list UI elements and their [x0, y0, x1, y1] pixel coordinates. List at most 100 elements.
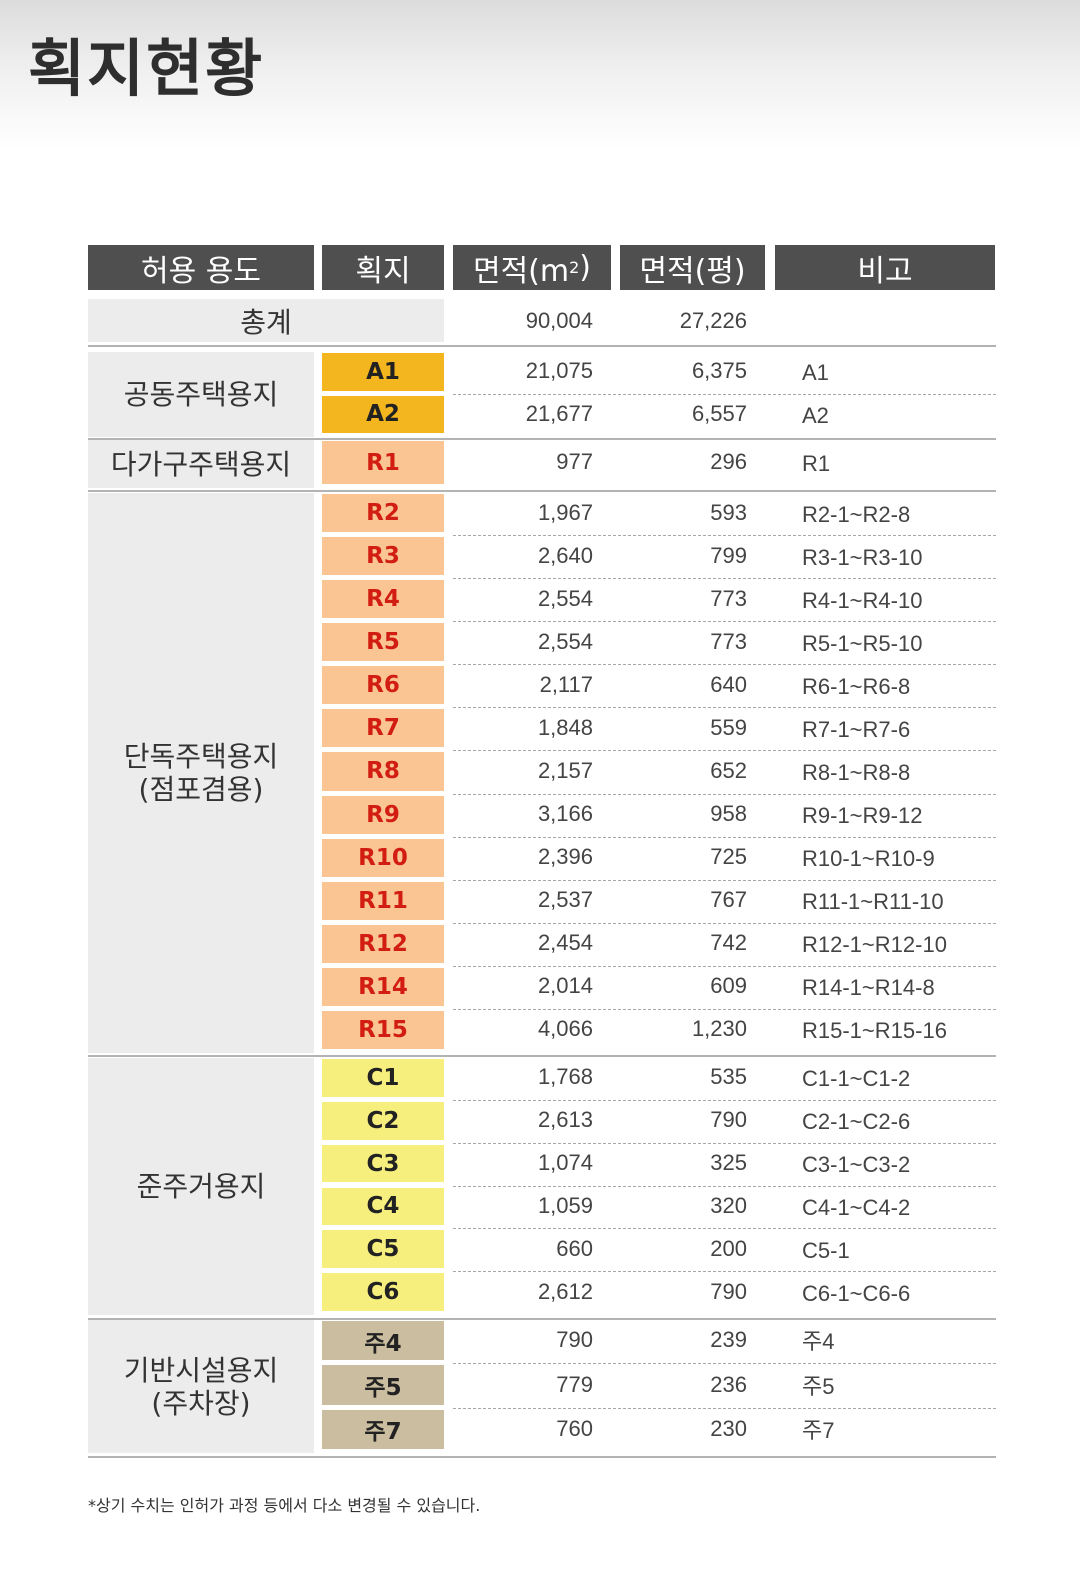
note-value: 주7	[802, 1417, 835, 1443]
note-value: C2-1~C2-6	[802, 1109, 911, 1135]
row-divider	[453, 1185, 996, 1187]
area-m2-value: 2,640	[537, 542, 593, 568]
total-area-m2: 90,004	[525, 308, 593, 333]
group-label: 다가구주택용지	[88, 440, 314, 488]
lot-badge: R4	[322, 580, 444, 619]
lot-badge: A2	[322, 395, 444, 433]
area-pyeong-value: 6,375	[691, 358, 747, 384]
area-m2-value: 2,612	[537, 1278, 593, 1304]
note-value: C5-1	[802, 1237, 850, 1263]
area-m2-value: 2,537	[537, 887, 593, 913]
area-m2-value: 2,396	[537, 844, 593, 870]
lot-badge: R2	[322, 494, 444, 533]
page-title: 획지현황	[28, 32, 265, 105]
group-label: 준주거용지	[88, 1058, 314, 1315]
note-value: R8-1~R8-8	[802, 760, 911, 785]
lot-badge: R9	[322, 795, 444, 834]
area-pyeong-value: 535	[710, 1064, 747, 1090]
row-divider	[453, 535, 996, 537]
area-m2-superscript: 2	[569, 258, 580, 277]
lot-badge: 주5	[322, 1365, 444, 1405]
note-value: R2-1~R2-8	[802, 501, 911, 527]
column-header-area-m2: 면적(m 2)	[453, 245, 611, 290]
lot-badge: A1	[322, 353, 444, 391]
area-m2-value: 790	[556, 1327, 593, 1353]
area-m2-value: 2,554	[537, 628, 593, 654]
area-m2-value: 2,613	[537, 1107, 593, 1133]
row-divider	[453, 664, 996, 666]
note-value: C4-1~C4-2	[802, 1194, 911, 1220]
area-pyeong-value: 325	[710, 1150, 747, 1176]
note-value: R12-1~R12-10	[802, 932, 947, 958]
area-m2-value: 2,014	[537, 973, 593, 999]
column-header-use: 허용 용도	[88, 245, 314, 290]
lot-badge: 주4	[322, 1321, 444, 1361]
area-m2-value: 21,677	[525, 400, 593, 426]
area-pyeong-value: 320	[710, 1192, 747, 1218]
area-m2-value: 977	[556, 449, 593, 474]
area-m2-value: 779	[556, 1371, 593, 1397]
note-value: C1-1~C1-2	[802, 1066, 911, 1092]
area-m2-value: 4,066	[537, 1016, 593, 1042]
row-divider	[453, 1228, 996, 1230]
area-m2-value: 660	[556, 1235, 593, 1261]
lot-badge: C4	[322, 1187, 444, 1226]
row-divider	[453, 393, 996, 395]
note-value: R5-1~R5-10	[802, 630, 923, 656]
lot-badge: R6	[322, 666, 444, 705]
area-pyeong-value: 609	[710, 973, 747, 999]
note-value: R7-1~R7-6	[802, 716, 911, 742]
area-pyeong-value: 790	[710, 1278, 747, 1304]
area-m2-value: 2,117	[539, 671, 593, 697]
note-value: A2	[802, 402, 829, 428]
note-value: 주5	[802, 1373, 835, 1399]
row-divider	[453, 879, 996, 881]
area-pyeong-value: 559	[710, 714, 747, 740]
lot-badge: R3	[322, 537, 444, 576]
area-pyeong-value: 958	[710, 801, 747, 827]
row-divider	[453, 750, 996, 752]
area-m2-value: 1,768	[537, 1064, 593, 1090]
lot-badge: C3	[322, 1144, 444, 1183]
lot-badge: R14	[322, 967, 444, 1006]
column-header-lot: 획지	[322, 245, 444, 290]
note-value: 주4	[802, 1329, 835, 1355]
area-pyeong-value: 773	[710, 628, 747, 654]
row-divider	[453, 1363, 996, 1365]
area-m2-value: 1,967	[537, 499, 593, 525]
note-value: R11-1~R11-10	[802, 889, 944, 915]
area-pyeong-value: 296	[710, 449, 747, 474]
row-divider	[453, 1142, 996, 1144]
note-value: R3-1~R3-10	[802, 544, 923, 570]
note-value: R14-1~R14-8	[802, 975, 935, 1001]
row-divider	[453, 965, 996, 967]
row-divider	[453, 1008, 996, 1010]
note-value: C3-1~C3-2	[802, 1152, 911, 1178]
note-value: A1	[802, 360, 829, 386]
group-label: 기반시설용지 (주차장)	[88, 1320, 314, 1453]
group-label: 단독주택용지 (점포겸용)	[88, 493, 314, 1053]
row-divider	[453, 922, 996, 924]
total-area-pyeong: 27,226	[679, 308, 747, 333]
lot-badge: R15	[322, 1010, 444, 1049]
area-m2-suffix: )	[579, 250, 592, 285]
note-value: R4-1~R4-10	[802, 587, 923, 613]
group-label: 공동주택용지	[88, 352, 314, 437]
note-value: C6-1~C6-6	[802, 1280, 911, 1306]
lot-badge: 주7	[322, 1409, 444, 1449]
area-pyeong-value: 767	[710, 887, 747, 913]
area-pyeong-value: 236	[710, 1371, 747, 1397]
area-pyeong-value: 652	[710, 758, 747, 783]
area-m2-prefix: 면적(m	[472, 253, 570, 289]
table-bottom-line	[88, 1456, 996, 1458]
lot-badge: R12	[322, 924, 444, 963]
area-pyeong-value: 799	[710, 542, 747, 568]
row-divider	[453, 578, 996, 580]
row-divider	[453, 707, 996, 709]
lot-badge: R8	[322, 752, 444, 791]
lot-badge: R7	[322, 709, 444, 748]
row-divider	[453, 793, 996, 795]
group-divider	[88, 345, 996, 347]
area-pyeong-value: 239	[710, 1327, 747, 1353]
area-pyeong-value: 790	[710, 1107, 747, 1133]
